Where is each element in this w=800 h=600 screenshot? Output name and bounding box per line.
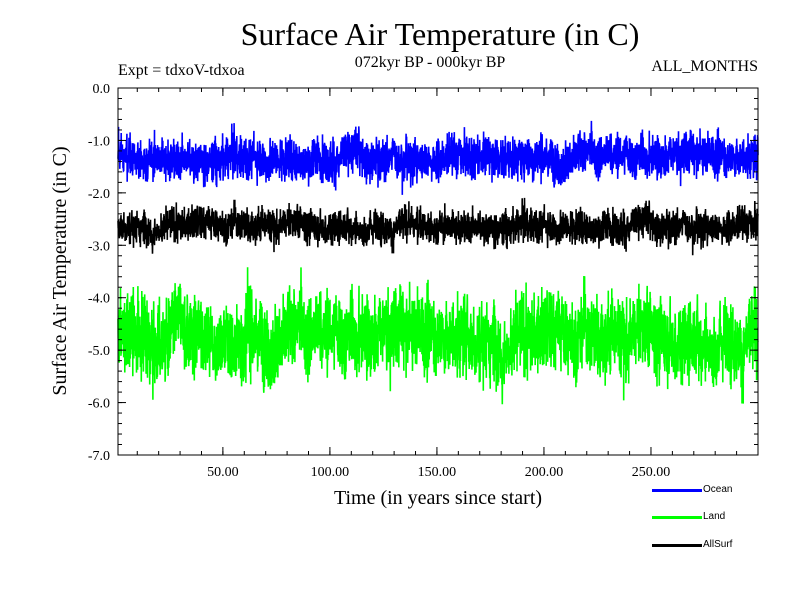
y-tick-label: 0.0 <box>93 82 111 97</box>
legend-item-allsurf: AllSurf <box>652 539 792 551</box>
y-tick-label: -6.0 <box>88 397 110 412</box>
y-axis-label: Surface Air Temperature (in C) <box>49 146 71 395</box>
legend-item-land: Land <box>652 511 792 523</box>
series-line-ocean <box>117 120 759 195</box>
axis-layer: 0.0 -1.0 -2.0 -3.0 -4.0 -5.0 -6.0 -7.0 50.00 100.… <box>88 82 758 480</box>
x-axis-label: Time (in years since start) <box>334 487 542 509</box>
legend-label-land: Land <box>703 511 726 522</box>
legend-label-ocean: Ocean <box>703 484 733 495</box>
months-label: ALL_MONTHS <box>651 58 758 75</box>
series-line-allsurf <box>117 197 759 256</box>
chart-title: Surface Air Temperature (in C) <box>240 16 640 52</box>
y-tick-label: -5.0 <box>88 344 110 359</box>
x-tick-label: 50.00 <box>207 465 239 480</box>
experiment-label: Expt = tdxoV-tdxoa <box>118 62 245 79</box>
y-tick-label: -3.0 <box>88 239 110 254</box>
legend-swatch-land <box>652 516 702 519</box>
legend-swatch-allsurf <box>652 544 702 547</box>
x-tick-label: 200.00 <box>525 465 564 480</box>
y-tick-label: -1.0 <box>88 134 110 149</box>
x-tick-label: 100.00 <box>311 465 350 480</box>
legend-item-ocean: Ocean <box>652 484 792 496</box>
y-tick-label: -7.0 <box>88 449 110 464</box>
x-tick-label: 250.00 <box>632 465 671 480</box>
period-label: 072kyr BP - 000kyr BP <box>354 54 506 71</box>
plot-frame <box>117 87 759 456</box>
series-line-land <box>117 267 759 405</box>
y-tick-label: -2.0 <box>88 187 110 202</box>
legend-swatch-ocean <box>652 489 702 492</box>
series-layer <box>117 120 759 405</box>
x-tick-label: 150.00 <box>418 465 457 480</box>
legend-label-allsurf: AllSurf <box>703 539 733 550</box>
y-tick-label: -4.0 <box>88 292 110 307</box>
